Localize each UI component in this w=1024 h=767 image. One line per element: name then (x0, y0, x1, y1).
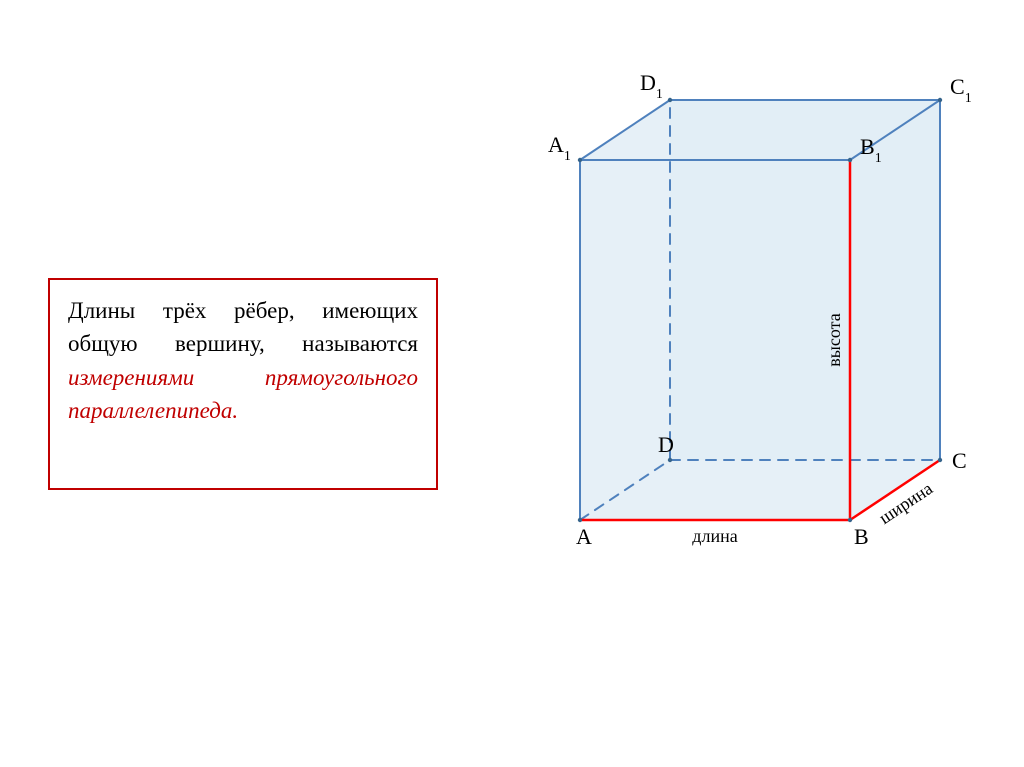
parallelepiped-diagram: ABCDA1B1C1D1длинаширинавысота (470, 50, 1010, 650)
vertex-label-A: A (576, 524, 592, 549)
vertex-label-D: D (658, 432, 674, 457)
definition-text-plain: Длины трёх рёбер, имеющих общую вершину,… (68, 298, 418, 356)
dim-label-height: высота (824, 313, 844, 366)
definition-text-highlight: измерениями прямоугольного параллелепипе… (68, 365, 418, 423)
vertex-label-C: C (952, 448, 967, 473)
vertex-label-D1: D1 (640, 70, 663, 102)
vertex-label-B: B (854, 524, 869, 549)
dim-label-length: длина (692, 526, 737, 546)
vertex-label-C1: C1 (950, 74, 972, 106)
definition-textbox: Длины трёх рёбер, имеющих общую вершину,… (48, 278, 438, 490)
definition-text: Длины трёх рёбер, имеющих общую вершину,… (68, 298, 418, 423)
vertex-label-A1: A1 (548, 132, 571, 164)
